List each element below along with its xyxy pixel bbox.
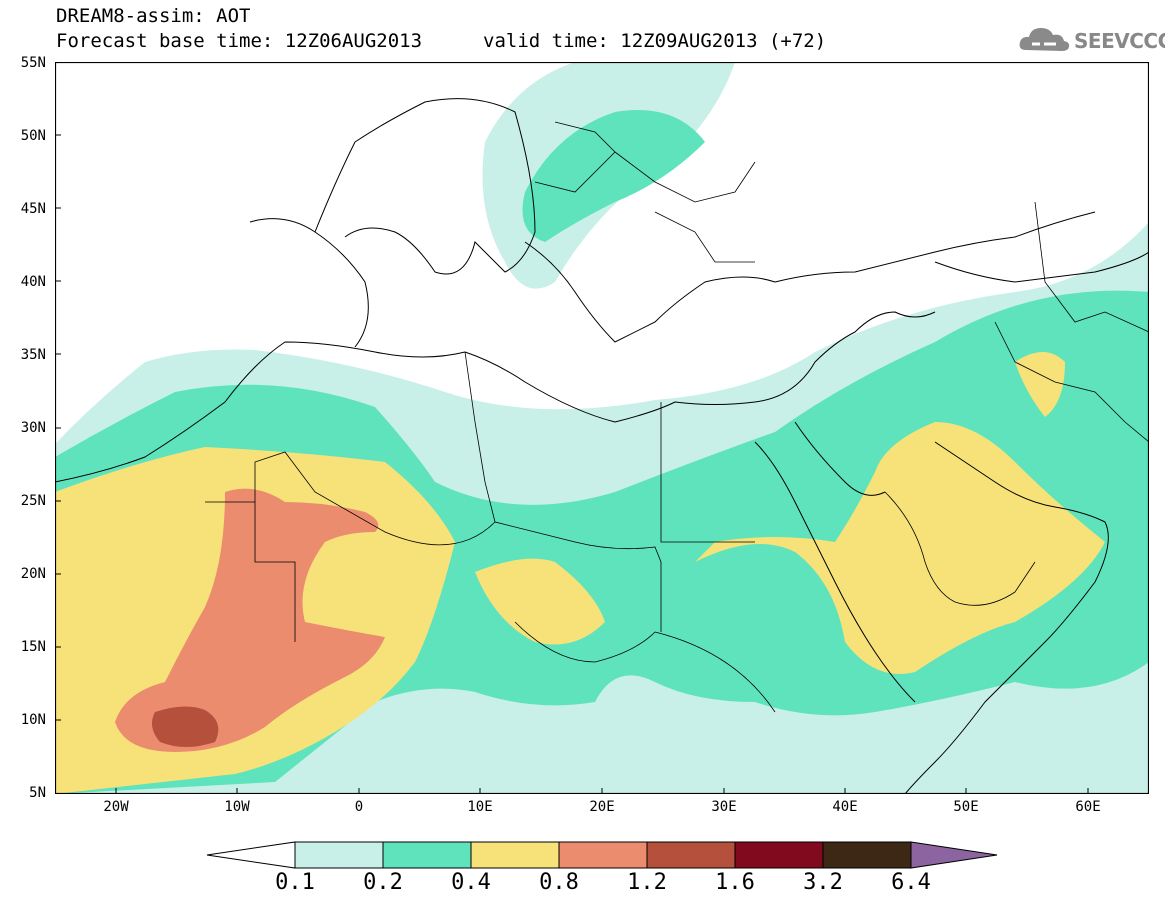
legend-label: 6.4 (891, 870, 931, 895)
legend-swatch (470, 841, 560, 869)
legend-arrow-high (910, 841, 998, 869)
forecast-base-time: Forecast base time: 12Z06AUG2013 (56, 30, 423, 52)
lon-label: 50E (953, 799, 979, 815)
legend-label: 0.2 (363, 870, 403, 895)
legend-arrow-low (206, 841, 296, 869)
lon-label: 10E (467, 799, 493, 815)
lat-label: 45N (20, 201, 46, 217)
lon-label: 40E (832, 799, 858, 815)
legend-label: 0.8 (539, 870, 579, 895)
legend-swatch (822, 841, 912, 869)
legend-swatch (294, 841, 384, 869)
lat-label: 40N (20, 274, 46, 290)
legend-label: 1.6 (715, 870, 755, 895)
axis-ticks (55, 62, 1089, 794)
lat-label: 30N (20, 420, 46, 436)
aot-band-0.2-europe (522, 110, 705, 242)
lon-label: 10W (224, 799, 250, 815)
valid-time: valid time: 12Z09AUG2013 (+72) (483, 30, 827, 52)
cloud-icon (1019, 28, 1070, 51)
coastlines (55, 98, 1149, 794)
legend-label: 0.4 (451, 870, 491, 895)
legend-swatch (734, 841, 824, 869)
lon-label: 20E (589, 799, 615, 815)
aot-band-0.4-arabia (695, 422, 1105, 674)
lat-label: 50N (20, 128, 46, 144)
lat-label: 5N (29, 785, 46, 801)
legend-swatch (558, 841, 648, 869)
lat-label: 15N (20, 639, 46, 655)
legend-label: 3.2 (803, 870, 843, 895)
lat-label: 35N (20, 347, 46, 363)
aot-band-0.8 (115, 488, 385, 752)
seevccc-logo: SEEVCCC (1018, 22, 1165, 56)
legend-label: 1.2 (627, 870, 667, 895)
lat-label: 55N (20, 55, 46, 71)
lat-label: 25N (20, 493, 46, 509)
legend-label: 0.1 (275, 870, 315, 895)
logo-text: SEEVCCC (1074, 29, 1165, 53)
lon-label: 30E (711, 799, 737, 815)
color-legend (206, 841, 998, 869)
lon-label: 60E (1075, 799, 1101, 815)
map-title: DREAM8-assim: AOT (56, 5, 251, 27)
lat-label: 10N (20, 712, 46, 728)
lon-label: 0 (354, 799, 364, 815)
legend-swatch (382, 841, 472, 869)
lon-label: 20W (103, 799, 129, 815)
lat-label: 20N (20, 566, 46, 582)
country-borders (205, 121, 1149, 713)
legend-swatch (646, 841, 736, 869)
aot-band-1.2 (151, 706, 219, 747)
aot-map[interactable] (55, 62, 1149, 794)
aot-band-0.4-sahel (475, 558, 605, 645)
map-area[interactable] (55, 62, 1149, 794)
